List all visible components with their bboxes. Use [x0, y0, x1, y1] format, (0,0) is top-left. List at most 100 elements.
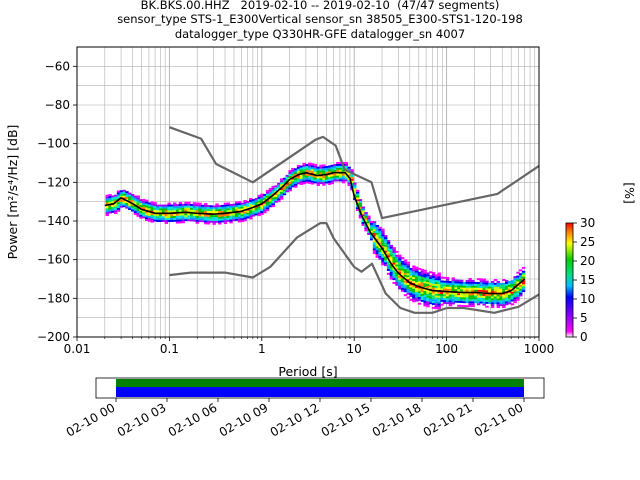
- heatmap-cell: [251, 212, 256, 215]
- heatmap-cell: [381, 244, 385, 247]
- heatmap-cell: [474, 295, 478, 298]
- heatmap-cell: [507, 300, 512, 303]
- heatmap-cell: [249, 203, 253, 206]
- heatmap-cell: [184, 213, 188, 216]
- heatmap-cell: [153, 206, 157, 208]
- heatmap-cell: [381, 259, 385, 262]
- heatmap-cell: [308, 176, 312, 179]
- heatmap-cell: [271, 195, 275, 198]
- heatmap-cell: [125, 204, 129, 207]
- heatmap-cell: [414, 299, 419, 302]
- heatmap-cell: [429, 271, 433, 274]
- heatmap-cell: [265, 193, 270, 196]
- heatmap-cell: [406, 273, 410, 276]
- heatmap-cell: [184, 209, 188, 212]
- heatmap-cell: [429, 298, 433, 301]
- heatmap-cell: [195, 221, 199, 224]
- heatmap-cell: [249, 201, 253, 204]
- heatmap-cell: [322, 168, 326, 171]
- heatmap-cell: [237, 212, 242, 215]
- heatmap-cell: [384, 244, 388, 247]
- heatmap-cell: [448, 298, 453, 301]
- heatmap-cell: [381, 253, 385, 256]
- heatmap-cell: [355, 201, 360, 204]
- time-tick-label: 02-10 21: [421, 400, 475, 439]
- heatmap-cell: [128, 196, 132, 199]
- heatmap-cell: [445, 282, 450, 285]
- heatmap-cell: [114, 202, 118, 205]
- heatmap-cell: [142, 204, 146, 207]
- heatmap-cell: [386, 263, 391, 266]
- mean-curve: [104, 171, 526, 295]
- heatmap-cell: [212, 211, 216, 214]
- heatmap-cell: [237, 220, 242, 223]
- heatmap-cell: [384, 240, 388, 243]
- heatmap-cell: [105, 210, 109, 213]
- heatmap-cell: [285, 190, 290, 193]
- heatmap-cell: [471, 279, 475, 282]
- heatmap-cell: [316, 172, 320, 175]
- heatmap-cell: [493, 298, 498, 301]
- heatmap-cell: [406, 261, 410, 264]
- heatmap-cell: [324, 171, 329, 174]
- heatmap-cell: [426, 301, 430, 304]
- heatmap-cell: [302, 176, 306, 179]
- heatmap-cell: [400, 264, 405, 267]
- heatmap-cell: [265, 209, 270, 212]
- heatmap-cell: [229, 217, 233, 220]
- heatmap-cell: [403, 265, 408, 268]
- heatmap-cell: [344, 162, 349, 164]
- heatmap-cell: [198, 210, 202, 213]
- heatmap-cell: [198, 220, 202, 223]
- heatmap-cell: [147, 217, 152, 220]
- heatmap-cell: [333, 169, 337, 172]
- heatmap-cell: [234, 214, 239, 217]
- heatmap-cell: [406, 284, 410, 287]
- heatmap-cell: [136, 205, 140, 208]
- heatmap-cell: [226, 215, 230, 218]
- heatmap-cell: [322, 179, 326, 182]
- heatmap-cell: [440, 282, 444, 285]
- heatmap-cell: [316, 176, 320, 179]
- heatmap-cell: [420, 295, 425, 298]
- heatmap-cell: [459, 279, 464, 282]
- heatmap-cell: [381, 234, 385, 237]
- heatmap-cell: [119, 192, 124, 195]
- heatmap-cell: [465, 297, 470, 300]
- heatmap-cell: [144, 201, 149, 204]
- heatmap-cell: [400, 286, 405, 288]
- heatmap-cell: [434, 297, 439, 300]
- heatmap-cell: [364, 229, 368, 232]
- heatmap-cell: [431, 287, 436, 290]
- heatmap-cell: [187, 209, 191, 212]
- heatmap-cell: [499, 282, 503, 285]
- heatmap-cell: [423, 290, 427, 293]
- heatmap-cell: [181, 221, 185, 224]
- heatmap-cell: [414, 295, 419, 298]
- heatmap-cell: [153, 209, 157, 212]
- heatmap-cell: [299, 177, 304, 180]
- heatmap-cell: [249, 200, 253, 202]
- heatmap-cell: [389, 256, 394, 259]
- heatmap-cell: [429, 279, 433, 281]
- heatmap-cell: [471, 289, 475, 292]
- heatmap-cell: [358, 201, 363, 204]
- heatmap-cell: [139, 206, 143, 209]
- heatmap-cell: [181, 203, 185, 206]
- heatmap-cell: [400, 272, 405, 275]
- heatmap-cell: [271, 191, 275, 194]
- heatmap-cell: [257, 198, 261, 201]
- heatmap-cell: [389, 254, 394, 257]
- heatmap-cell: [257, 214, 261, 217]
- heatmap-cell: [313, 171, 318, 174]
- heatmap-cell: [333, 177, 337, 180]
- heatmap-cell: [336, 177, 340, 180]
- heatmap-cell: [510, 284, 515, 286]
- heatmap-cell: [513, 276, 517, 279]
- heatmap-cell: [395, 264, 399, 267]
- heatmap-cell: [392, 254, 396, 257]
- heatmap-cell: [429, 302, 433, 305]
- heatmap-cell: [279, 188, 284, 190]
- heatmap-cell: [288, 173, 292, 176]
- heatmap-cell: [454, 294, 458, 297]
